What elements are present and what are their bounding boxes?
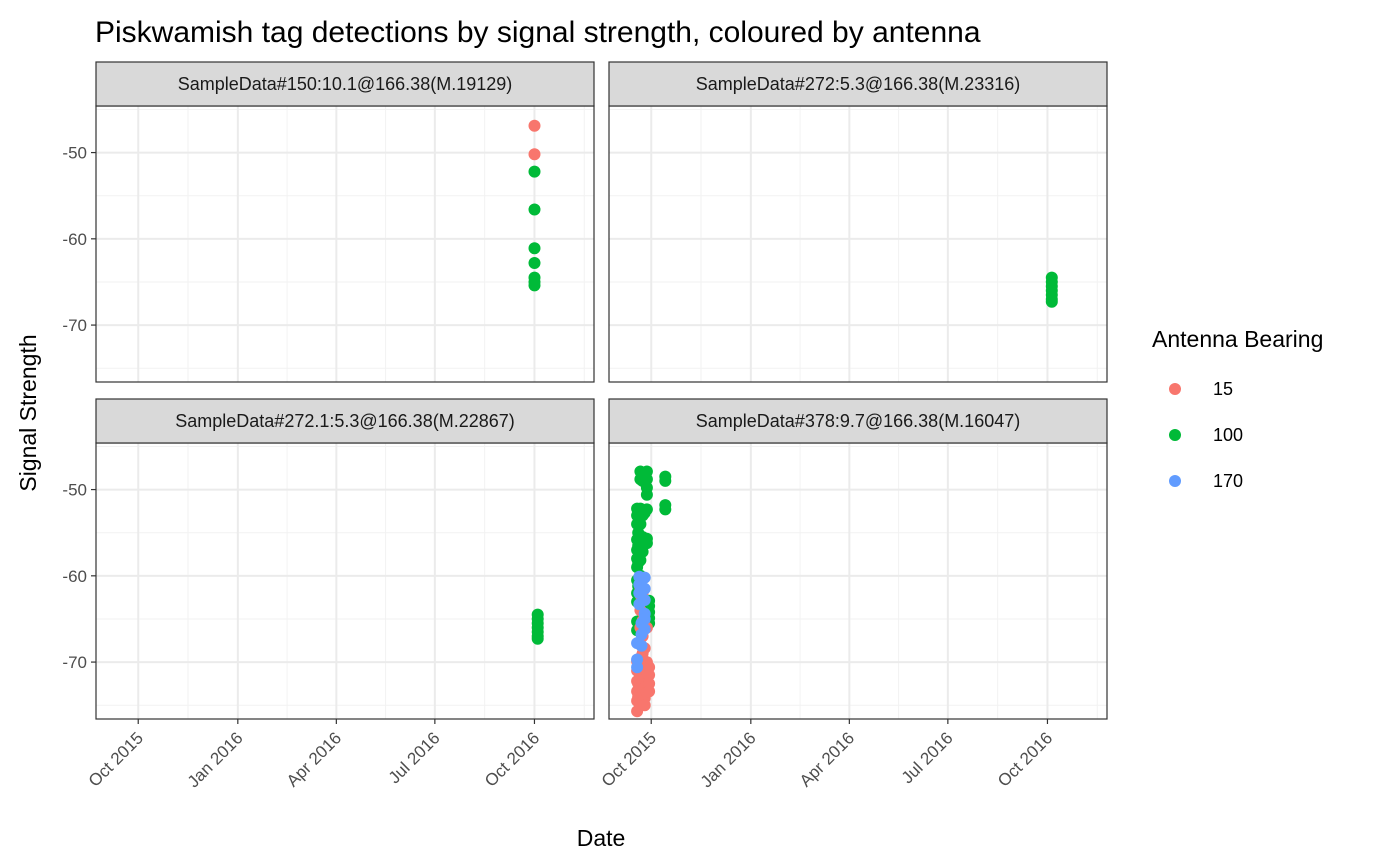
panel-background [609,443,1107,719]
x-tick-label: Oct 2016 [481,728,543,790]
data-point-antenna-15 [528,148,541,161]
y-tick-label: -60 [62,567,87,586]
y-axis-ticks: -50 -60 -70 -50 -60 -70 [62,144,96,672]
x-tick-label: Jul 2016 [385,728,444,787]
x-tick-label: Oct 2015 [598,728,660,790]
y-tick-label: -50 [62,144,87,163]
x-tick-label: Oct 2016 [994,728,1056,790]
facet-strip-label: SampleData#378:9.7@166.38(M.16047) [696,411,1020,431]
panel-background [96,443,594,719]
data-point-antenna-170 [635,639,648,652]
legend-label: 15 [1213,379,1233,399]
y-tick-label: -50 [62,481,87,500]
data-point-antenna-100 [528,242,541,255]
panel-background [96,106,594,382]
legend: Antenna Bearing 15 100 170 [1152,326,1323,491]
chart-title: Piskwamish tag detections by signal stre… [95,16,981,49]
data-point-antenna-170 [638,582,651,595]
data-point-antenna-100 [640,537,653,550]
data-point-antenna-100 [640,473,653,486]
legend-title: Antenna Bearing [1152,326,1323,352]
x-tick-label: Jan 2016 [184,728,247,791]
facet-strip [95,61,595,107]
y-tick-label: -60 [62,230,87,249]
data-point-antenna-15 [643,685,656,698]
data-point-antenna-100 [1045,295,1058,308]
facet-strip-label: SampleData#272:5.3@166.38(M.23316) [696,74,1020,94]
data-point-antenna-170 [638,571,651,584]
y-axis-title: Signal Strength [15,334,41,491]
data-point-antenna-170 [631,661,644,674]
facet-panel: SampleData#150:10.1@166.38(M.19129) [95,61,595,383]
x-tick-label: Jan 2016 [697,728,760,791]
data-point-antenna-15 [643,669,656,681]
data-point-antenna-100 [659,503,672,516]
facet-panel: SampleData#272.1:5.3@166.38(M.22867) [95,398,595,720]
y-tick-label: -70 [62,316,87,335]
legend-label: 170 [1213,471,1243,491]
data-point-antenna-100 [528,165,541,178]
x-tick-label: Oct 2015 [85,728,147,790]
data-point-antenna-100 [528,257,541,269]
legend-label: 100 [1213,425,1243,445]
y-tick-label: -70 [62,653,87,672]
facet-panel: SampleData#378:9.7@166.38(M.16047) [608,398,1108,720]
facet-panels: SampleData#150:10.1@166.38(M.19129) Sampl… [95,61,1108,720]
data-point-antenna-100 [659,474,672,487]
data-point-antenna-100 [528,203,541,216]
facet-strip-label: SampleData#272.1:5.3@166.38(M.22867) [175,411,515,431]
data-point-antenna-100 [640,503,653,516]
data-point-antenna-170 [638,613,651,625]
x-axis-title: Date [577,825,626,851]
x-tick-label: Apr 2016 [283,728,345,790]
data-point-antenna-100 [528,279,541,292]
facet-strip [95,398,595,444]
x-tick-label: Apr 2016 [796,728,858,790]
facet-strip [608,61,1108,107]
legend-key-15 [1169,383,1181,395]
facet-strip-label: SampleData#150:10.1@166.38(M.19129) [178,74,513,94]
facet-panel: SampleData#272:5.3@166.38(M.23316) [608,61,1108,383]
facet-strip [608,398,1108,444]
legend-items: 15 100 170 [1169,379,1243,491]
panel-background [609,106,1107,382]
x-axis-ticks: Oct 2015 Jan 2016 Apr 2016 Jul 2016 Oct 2016… [85,719,1056,791]
legend-key-170 [1169,475,1181,487]
data-point-antenna-100 [640,488,653,501]
data-point-antenna-100 [531,632,544,645]
legend-key-100 [1169,429,1181,441]
x-tick-label: Jul 2016 [898,728,957,787]
data-point-antenna-15 [528,119,541,132]
data-point-antenna-170 [638,623,651,636]
data-point-antenna-15 [638,699,651,712]
data-point-antenna-170 [638,594,651,606]
